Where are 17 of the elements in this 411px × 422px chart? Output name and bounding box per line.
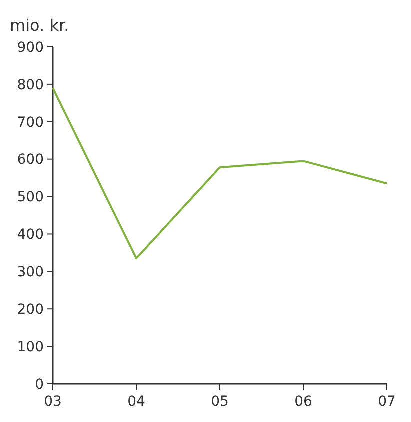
x-tick-label: 05 [211,394,229,410]
y-axis-title: mio. kr. [10,16,70,35]
y-tick-label: 100 [17,339,44,356]
x-tick-label: 06 [294,394,312,410]
y-tick-label: 300 [17,264,44,281]
line-series [52,87,388,260]
y-tick-label: 200 [17,302,44,318]
y-tick-label: 400 [17,227,44,244]
y-tick-label: 600 [17,152,44,168]
x-tick-label: 03 [44,394,62,410]
y-tick-label: 0 [35,376,44,393]
y-tick-label: 900 [17,40,44,56]
x-tick-label: 04 [128,394,146,410]
x-tick-label: 07 [378,394,396,410]
y-tick-label: 500 [17,190,44,206]
y-tick-label: 700 [17,114,44,131]
y-tick-label: 800 [17,77,44,94]
